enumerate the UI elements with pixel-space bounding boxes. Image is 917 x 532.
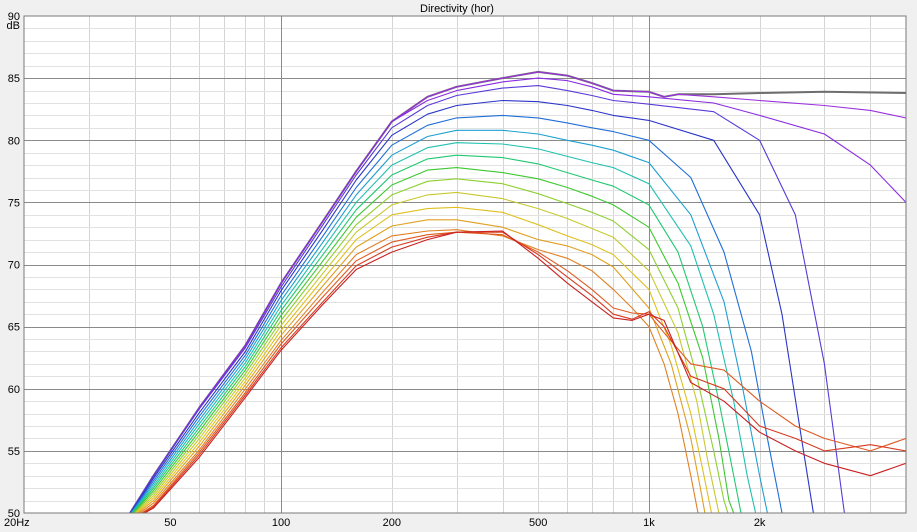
y-tick-label: 55: [8, 446, 20, 458]
y-tick-label: 75: [8, 197, 20, 209]
series-line-6: [130, 129, 768, 513]
x-tick-label: 20Hz: [4, 517, 30, 529]
y-tick-label: 85: [8, 73, 20, 85]
series-line-11: [134, 191, 720, 513]
x-tick-label: 200: [383, 517, 401, 529]
series-line-8: [131, 154, 742, 513]
series-line-15: [140, 231, 906, 513]
plot-border: [23, 15, 907, 514]
y-axis-unit-label: dB: [7, 20, 20, 32]
series-line-3: [129, 85, 845, 513]
major-grid: [24, 16, 906, 513]
series-line-10: [133, 178, 729, 513]
x-tick-label: 100: [272, 517, 290, 529]
series-line-14: [138, 229, 699, 513]
x-tick-label: 50: [164, 517, 176, 529]
y-tick-label: 70: [8, 260, 20, 272]
series-line-2: [129, 77, 906, 513]
series-lines: [128, 70, 906, 513]
series-line-16: [142, 231, 906, 513]
series-line-5: [130, 114, 783, 513]
chart-title: Directivity (hor): [420, 3, 494, 15]
x-tick-label: 2k: [754, 517, 766, 529]
y-tick-labels: 50 55 60 65 70 75 80 85 90: [8, 11, 20, 520]
series-line-9: [132, 167, 735, 513]
y-tick-label: 60: [8, 384, 20, 396]
series-line-13: [137, 219, 706, 513]
series-line-7: [131, 142, 757, 513]
y-tick-label: 90: [8, 11, 20, 23]
series-line-4: [129, 99, 814, 513]
x-tick-label: 500: [529, 517, 547, 529]
y-tick-label: 80: [8, 135, 20, 147]
x-tick-labels: 20Hz 50 100 200 500 1k 2k: [4, 517, 766, 529]
x-tick-label: 1k: [643, 517, 655, 529]
y-tick-label: 50: [8, 508, 20, 520]
y-tick-label: 65: [8, 322, 20, 334]
series-line-17: [143, 230, 906, 513]
